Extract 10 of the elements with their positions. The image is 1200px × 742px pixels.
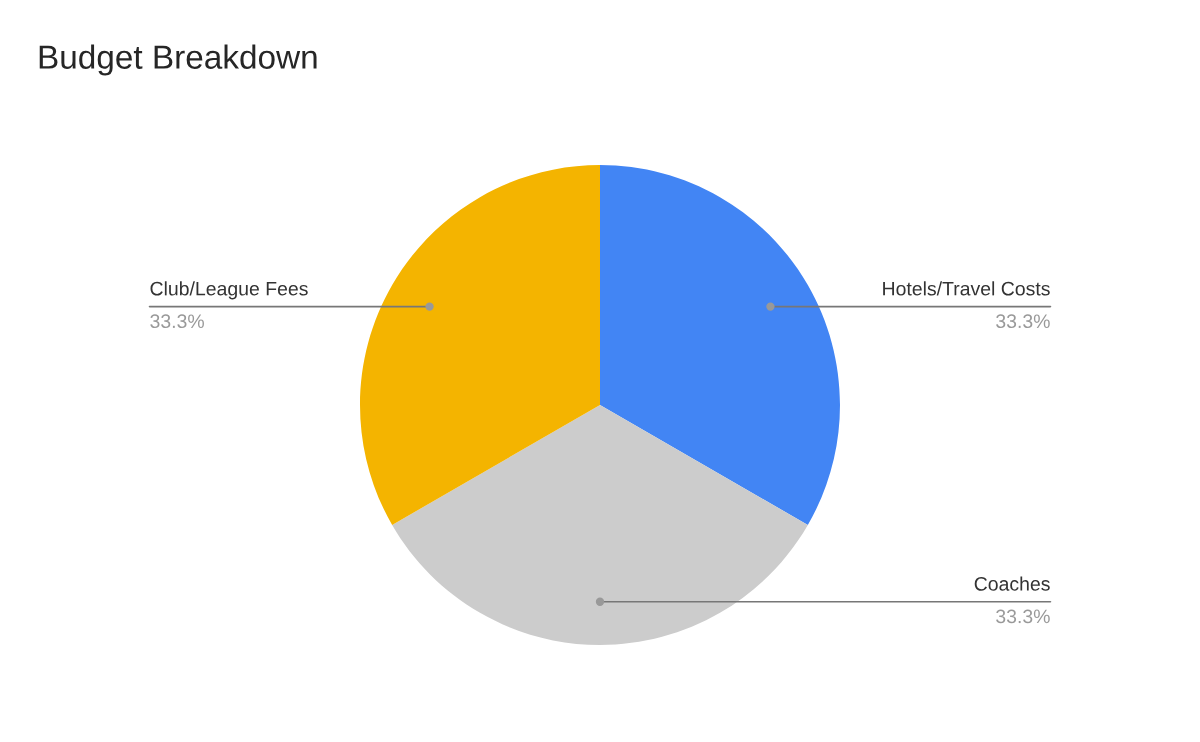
slice-label: Hotels/Travel Costs xyxy=(883,281,1050,296)
data-label: 33.3% xyxy=(150,314,204,329)
data-label: 33.3% xyxy=(996,314,1050,329)
slice-label: Coaches xyxy=(974,576,1050,591)
pie-slice xyxy=(600,164,840,525)
pie-slice xyxy=(392,404,808,645)
slice-label: Club/League Fees xyxy=(150,281,308,300)
data-label: 33.3% xyxy=(996,609,1050,624)
pie-slice xyxy=(360,164,600,525)
chart-title: Budget Breakdown xyxy=(39,44,317,76)
